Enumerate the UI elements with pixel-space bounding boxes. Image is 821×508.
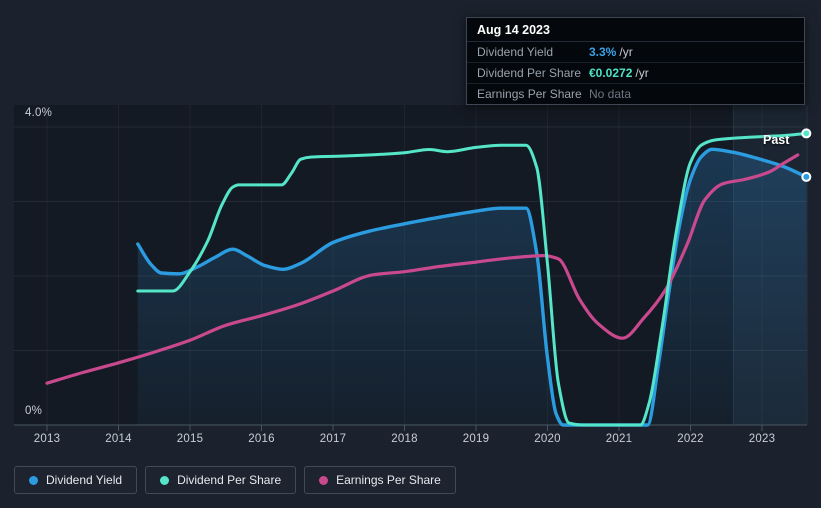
tooltip-row-dividend-yield: Dividend Yield 3.3% /yr bbox=[467, 42, 804, 63]
dividend-per-share-dot-icon bbox=[160, 475, 170, 485]
tooltip-value: €0.0272 bbox=[589, 66, 633, 80]
legend-label: Dividend Per Share bbox=[177, 473, 282, 487]
chart-tooltip: Aug 14 2023 Dividend Yield 3.3% /yr Divi… bbox=[466, 17, 805, 105]
x-axis-label: 2014 bbox=[105, 433, 132, 445]
x-axis-label: 2020 bbox=[534, 433, 561, 445]
legend-item-dividend-yield[interactable]: Dividend Yield bbox=[14, 466, 138, 494]
dividend-yield-dot-icon bbox=[29, 475, 38, 485]
tooltip-value: 3.3% bbox=[589, 45, 617, 59]
legend-label: Dividend Yield bbox=[46, 473, 123, 487]
tooltip-label: Earnings Per Share bbox=[477, 87, 582, 101]
x-axis-label: 2023 bbox=[748, 433, 776, 445]
y-axis-label-bottom: 0% bbox=[25, 405, 43, 417]
chart-legend: Dividend Yield Dividend Per Share Earnin… bbox=[14, 466, 456, 494]
earnings-per-share-dot-icon bbox=[319, 475, 329, 485]
tooltip-unit: /yr bbox=[635, 66, 649, 80]
x-axis-label: 2021 bbox=[605, 433, 633, 445]
x-axis-label: 2016 bbox=[248, 433, 275, 445]
y-axis-label-top: 4.0% bbox=[25, 107, 53, 119]
tooltip-label: Dividend Yield bbox=[477, 45, 554, 59]
legend-label: Earnings Per Share bbox=[336, 473, 441, 487]
x-axis-label: 2019 bbox=[462, 433, 490, 445]
x-axis-label: 2013 bbox=[33, 433, 61, 445]
x-axis-label: 2017 bbox=[319, 433, 347, 445]
x-axis-label: 2022 bbox=[677, 433, 704, 445]
legend-item-dividend-per-share[interactable]: Dividend Per Share bbox=[145, 466, 297, 494]
x-axis-label: 2015 bbox=[176, 433, 204, 445]
tooltip-value: No data bbox=[589, 87, 632, 101]
legend-item-earnings-per-share[interactable]: Earnings Per Share bbox=[304, 466, 456, 494]
tooltip-date: Aug 14 2023 bbox=[467, 18, 804, 42]
tooltip-row-dividend-per-share: Dividend Per Share €0.0272 /yr bbox=[467, 63, 804, 84]
past-region-label: Past bbox=[763, 133, 790, 147]
x-axis-label: 2018 bbox=[391, 433, 418, 445]
tooltip-unit: /yr bbox=[619, 45, 633, 59]
tooltip-label: Dividend Per Share bbox=[477, 66, 582, 80]
tooltip-row-earnings-per-share: Earnings Per Share No data bbox=[467, 84, 804, 104]
